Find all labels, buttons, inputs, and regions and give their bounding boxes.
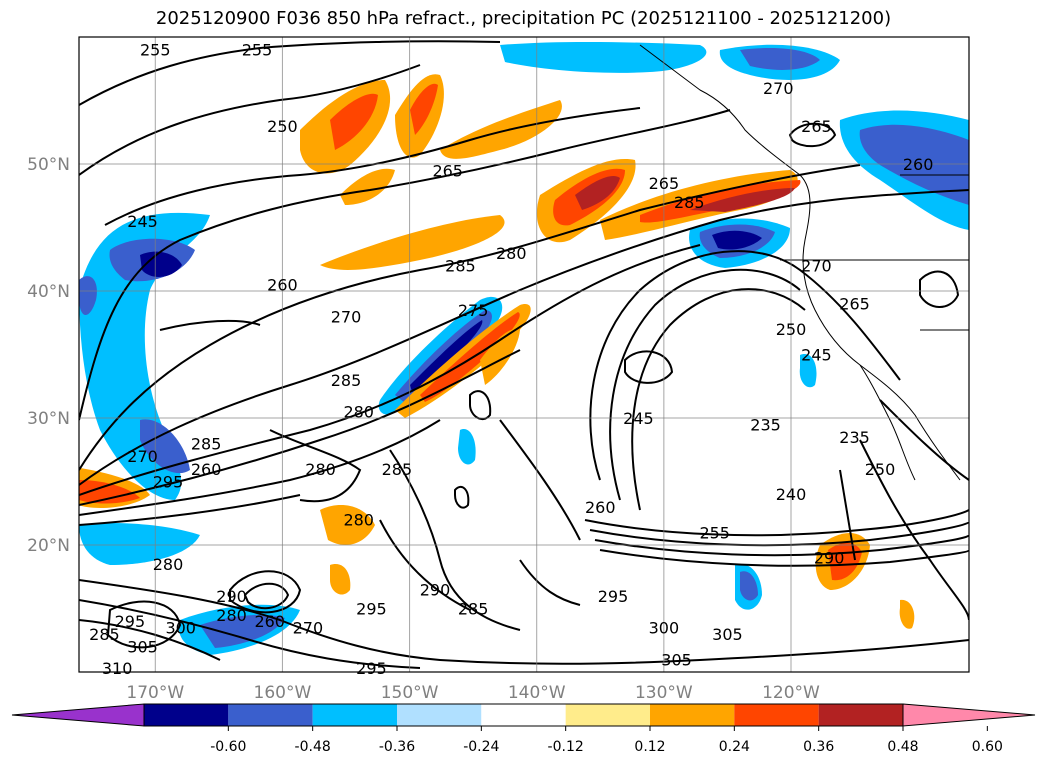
chart-title: 2025120900 F036 850 hPa refract., precip… xyxy=(155,8,892,29)
colorbar: -0.60 -0.48 -0.36 -0.24 -0.12 0.12 0.24 0.36 0.4… xyxy=(11,703,1036,755)
contour-label: 240 xyxy=(776,485,807,504)
colorbar-tick-label: 0.36 xyxy=(803,739,834,755)
contour-label: 285 xyxy=(191,434,222,453)
x-tick-label: 130°W xyxy=(635,683,693,703)
contour-labels: 255 2552502652452602702852802752852802852… xyxy=(89,41,933,678)
contour-label: 245 xyxy=(623,409,654,428)
colorbar-tick-label: 0.12 xyxy=(634,739,665,755)
contour-label: 285 xyxy=(674,193,705,212)
colorbar-segment xyxy=(312,704,397,726)
plot-frame xyxy=(78,36,970,673)
contour-label: 235 xyxy=(839,428,870,447)
contour-label: 260 xyxy=(267,276,298,295)
contour-label: 300 xyxy=(165,619,196,638)
contour-label: 250 xyxy=(865,460,896,479)
y-axis-ticks: 50°N 40°N 30°N 20°N xyxy=(27,155,70,556)
colorbar-frame xyxy=(143,703,904,727)
colorbar-tick-label: -0.60 xyxy=(210,739,246,755)
contour-label: 250 xyxy=(776,320,807,339)
contour-label: 270 xyxy=(331,307,362,326)
colorbar-segment xyxy=(734,704,819,726)
contour-label: 265 xyxy=(649,174,680,193)
contour-label: 270 xyxy=(127,447,158,466)
contour-label: 235 xyxy=(750,415,781,434)
contour-label: 270 xyxy=(293,619,324,638)
x-tick-label: 120°W xyxy=(762,683,820,703)
y-tick-label: 20°N xyxy=(27,536,70,556)
colorbar-segment xyxy=(144,704,229,726)
contour-label: 285 xyxy=(382,460,413,479)
contour-label: 295 xyxy=(356,600,387,619)
contour-label: 290 xyxy=(814,549,845,568)
precip-shading xyxy=(79,41,969,655)
contour-label: 245 xyxy=(127,212,158,231)
y-tick-label: 30°N xyxy=(27,409,70,429)
contour-label: 280 xyxy=(343,403,374,422)
contour-label: 260 xyxy=(254,612,285,631)
x-tick-label: 160°W xyxy=(254,683,312,703)
colorbar-extend-low xyxy=(11,703,145,727)
colorbar-segment xyxy=(565,704,650,726)
contour-label: 305 xyxy=(712,625,743,644)
colorbar-tick-label: 0.60 xyxy=(972,739,1003,755)
contour-label: 310 xyxy=(102,659,133,678)
colorbar-tick-label: -0.48 xyxy=(295,739,331,755)
contour-label: 280 xyxy=(496,244,527,263)
colorbar-segment xyxy=(650,704,735,726)
contour-label: 295 xyxy=(598,587,629,606)
contour-label: 280 xyxy=(216,606,247,625)
contour-label: 285 xyxy=(445,257,476,276)
contour-label: 275 xyxy=(458,301,489,320)
contour-label: 290 xyxy=(420,580,451,599)
contour-label: 300 xyxy=(649,619,680,638)
contour-label: 260 xyxy=(585,498,616,517)
x-axis-ticks: 170°W 160°W 150°W 140°W 130°W 120°W xyxy=(126,683,820,703)
contour-label: 305 xyxy=(127,638,158,657)
contour-label: 265 xyxy=(801,117,832,136)
contour-label: 245 xyxy=(801,346,832,365)
contour-label: 260 xyxy=(903,155,934,174)
contour-label: 285 xyxy=(458,600,489,619)
colorbar-segment xyxy=(818,704,903,726)
colorbar-tick-label: 0.48 xyxy=(887,739,918,755)
contour-label: 265 xyxy=(839,295,870,314)
contour-label: 255 xyxy=(140,41,171,60)
contour-label: 285 xyxy=(89,625,120,644)
contour-label: 255 xyxy=(699,523,730,542)
colorbar-tick-label: -0.24 xyxy=(463,739,499,755)
y-tick-label: 40°N xyxy=(27,282,70,302)
contour-label: 280 xyxy=(305,460,336,479)
colorbar-extend-high xyxy=(902,703,1036,727)
contour-label: 280 xyxy=(343,511,374,530)
contour-label: 295 xyxy=(115,612,146,631)
refractivity-contours xyxy=(79,40,969,669)
contour-label: 295 xyxy=(153,473,184,492)
contour-label: 280 xyxy=(153,555,184,574)
x-tick-label: 150°W xyxy=(381,683,439,703)
colorbar-tick-label: -0.12 xyxy=(548,739,584,755)
colorbar-tick-label: -0.36 xyxy=(379,739,415,755)
x-tick-label: 140°W xyxy=(508,683,566,703)
contour-label: 265 xyxy=(432,161,463,180)
contour-label: 305 xyxy=(661,650,692,669)
x-tick-label: 170°W xyxy=(126,683,184,703)
colorbar-tick-label: 0.24 xyxy=(719,739,750,755)
contour-label: 270 xyxy=(763,79,794,98)
contour-label: 260 xyxy=(191,460,222,479)
contour-label: 250 xyxy=(267,117,298,136)
gridlines xyxy=(79,37,969,672)
contour-label: 255 xyxy=(242,41,273,60)
contour-label: 295 xyxy=(356,659,387,678)
y-tick-label: 50°N xyxy=(27,155,70,175)
colorbar-segment xyxy=(481,704,566,726)
contour-label: 270 xyxy=(801,257,832,276)
colorbar-segment xyxy=(228,704,313,726)
colorbar-segment xyxy=(397,704,482,726)
coastline xyxy=(639,44,969,481)
contour-label: 290 xyxy=(216,587,247,606)
contour-label: 285 xyxy=(331,371,362,390)
